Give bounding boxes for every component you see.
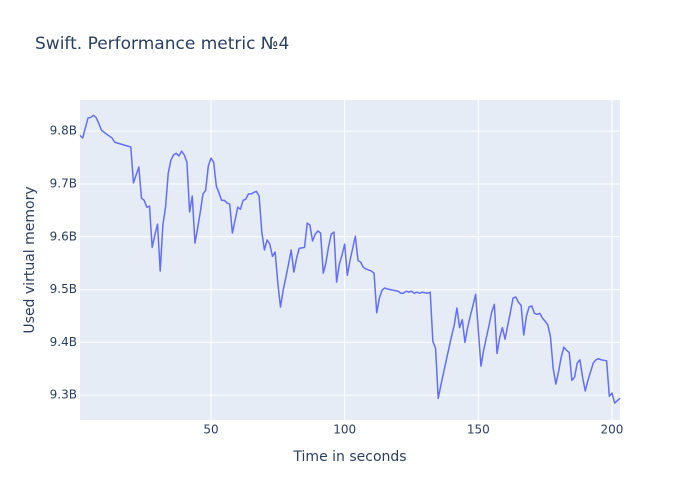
x-tick-label: 50 — [203, 423, 218, 437]
chart-title: Swift. Performance metric №4 — [35, 34, 289, 54]
y-axis-label: Used virtual memory — [22, 186, 38, 333]
y-tick-label: 9.7B — [50, 176, 77, 190]
x-tick-label: 200 — [601, 423, 624, 437]
y-tick-label: 9.8B — [50, 124, 77, 138]
x-axis-label: Time in seconds — [292, 449, 406, 465]
y-tick-label: 9.5B — [50, 282, 77, 296]
x-tick-label: 150 — [467, 423, 490, 437]
line-series — [79, 114, 621, 404]
x-tick-label: 100 — [333, 423, 356, 437]
y-tick-label: 9.6B — [50, 229, 77, 243]
y-tick-label: 9.3B — [50, 388, 77, 402]
y-tick-label: 9.4B — [50, 335, 77, 349]
